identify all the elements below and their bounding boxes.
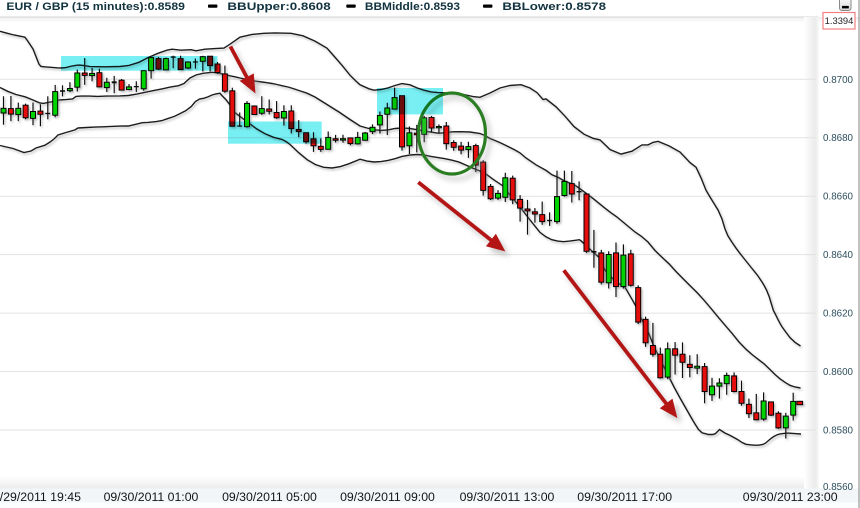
svg-text:BBMiddle:0.8593: BBMiddle:0.8593	[365, 1, 460, 13]
svg-text:BBUpper:0.8608: BBUpper:0.8608	[227, 1, 330, 13]
svg-text:0.8640: 0.8640	[823, 250, 854, 261]
svg-text:0.8660: 0.8660	[823, 192, 854, 203]
svg-text:0.8700: 0.8700	[823, 75, 854, 86]
svg-text:09/30/2011 17:00: 09/30/2011 17:00	[577, 490, 672, 504]
svg-text:09/29/2011 19:45: 09/29/2011 19:45	[0, 490, 81, 504]
svg-text:EUR / GBP (15 minutes):0.8589: EUR / GBP (15 minutes):0.8589	[6, 1, 185, 13]
svg-text:1.3394: 1.3394	[825, 15, 854, 26]
svg-text:0.8600: 0.8600	[823, 367, 854, 378]
svg-text:09/30/2011 05:00: 09/30/2011 05:00	[222, 490, 317, 504]
svg-text:0.8560: 0.8560	[823, 482, 854, 493]
svg-text:09/30/2011 23:00: 09/30/2011 23:00	[743, 490, 838, 504]
svg-text:0.8680: 0.8680	[823, 133, 854, 144]
svg-text:09/30/2011 09:00: 09/30/2011 09:00	[340, 490, 435, 504]
svg-text:09/30/2011 01:00: 09/30/2011 01:00	[104, 490, 199, 504]
svg-text:09/30/2011 13:00: 09/30/2011 13:00	[460, 490, 555, 504]
svg-text:0.8580: 0.8580	[823, 426, 854, 437]
svg-text:0.8620: 0.8620	[823, 309, 854, 320]
svg-text:BBLower:0.8578: BBLower:0.8578	[502, 1, 606, 13]
